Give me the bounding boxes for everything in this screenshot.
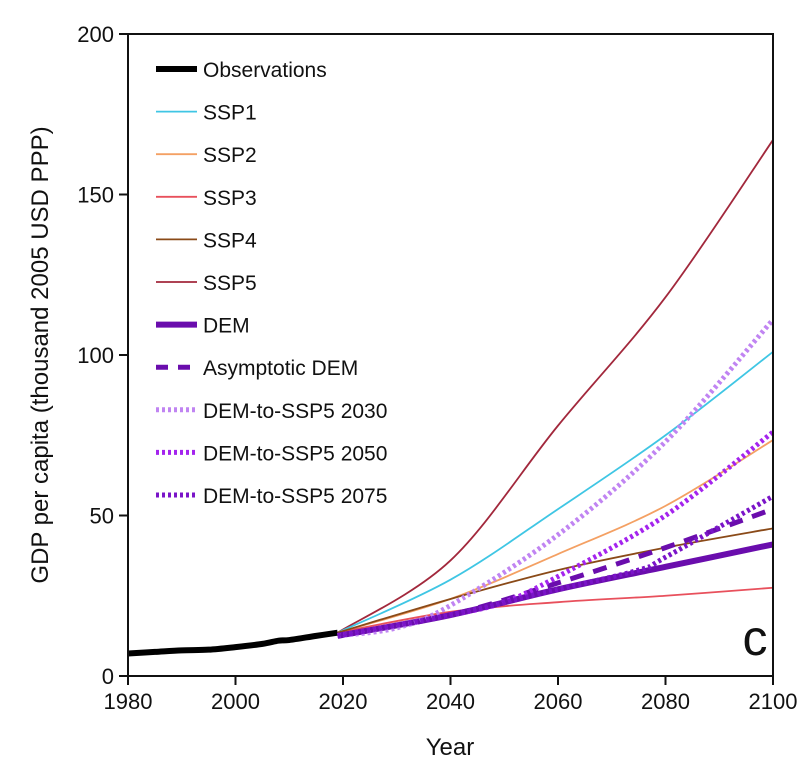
legend-label: DEM-to-SSP5 2050: [203, 442, 387, 465]
x-tick-label: 2040: [426, 689, 475, 714]
legend-item: Asymptotic DEM: [156, 357, 358, 380]
x-tick-label: 2020: [319, 689, 368, 714]
legend-item: SSP3: [156, 187, 257, 210]
x-tick-label: 2100: [749, 689, 798, 714]
legend-item: SSP5: [156, 272, 257, 295]
y-tick-label: 150: [77, 183, 114, 208]
legend-label: SSP4: [203, 229, 257, 252]
panel-label: c: [743, 610, 768, 666]
x-tick-label: 2000: [211, 689, 260, 714]
y-tick-label: 100: [77, 343, 114, 368]
series-line-ssp5: [337, 139, 774, 634]
legend-label: SSP1: [203, 102, 257, 125]
series-line-observations: [127, 629, 339, 657]
legend-label: DEM-to-SSP5 2030: [203, 400, 387, 423]
legend-item: SSP2: [156, 144, 257, 167]
y-tick-label: 200: [77, 22, 114, 47]
legend-label: Asymptotic DEM: [203, 357, 358, 380]
y-axis-label: GDP per capita (thousand 2005 USD PPP): [27, 126, 54, 583]
series-line-asymptotic-dem: [337, 506, 774, 639]
legend-label: SSP3: [203, 187, 257, 210]
legend-item: Observations: [156, 59, 327, 82]
legend-label: DEM-to-SSP5 2075: [203, 485, 387, 508]
x-axis: 1980 2000 2020 2040 2060 2080 2100: [104, 676, 798, 714]
legend-item: DEM-to-SSP5 2050: [156, 442, 387, 465]
legend-item: SSP1: [156, 102, 257, 125]
series-line-ssp2: [337, 439, 774, 634]
legend-label: Observations: [203, 59, 327, 82]
y-tick-label: 50: [90, 504, 114, 529]
legend-label: DEM: [203, 315, 250, 338]
legend: Observations SSP1 SSP2 SSP3 SSP4 SSP5 DEM Asymp…: [156, 59, 387, 508]
series-lines: [127, 139, 775, 657]
legend-item: DEM-to-SSP5 2030: [156, 400, 387, 423]
x-tick-label: 2080: [641, 689, 690, 714]
x-tick-label: 2060: [534, 689, 583, 714]
series-line-ssp4: [337, 527, 774, 634]
series-line-dem-to-ssp5-2075: [337, 494, 775, 639]
legend-item: DEM-to-SSP5 2075: [156, 485, 387, 508]
series-line-dem-to-ssp5-2030: [337, 318, 775, 639]
legend-item: SSP4: [156, 229, 257, 252]
series-line-ssp1: [337, 351, 774, 634]
y-tick-label: 0: [102, 664, 114, 689]
x-tick-label: 1980: [104, 689, 153, 714]
legend-item: DEM: [156, 315, 250, 338]
y-axis: 0 50 100 150 200: [77, 22, 128, 689]
legend-label: SSP5: [203, 272, 257, 295]
legend-label: SSP2: [203, 144, 257, 167]
x-axis-label: Year: [426, 734, 475, 761]
series-line-ssp3: [337, 586, 774, 634]
